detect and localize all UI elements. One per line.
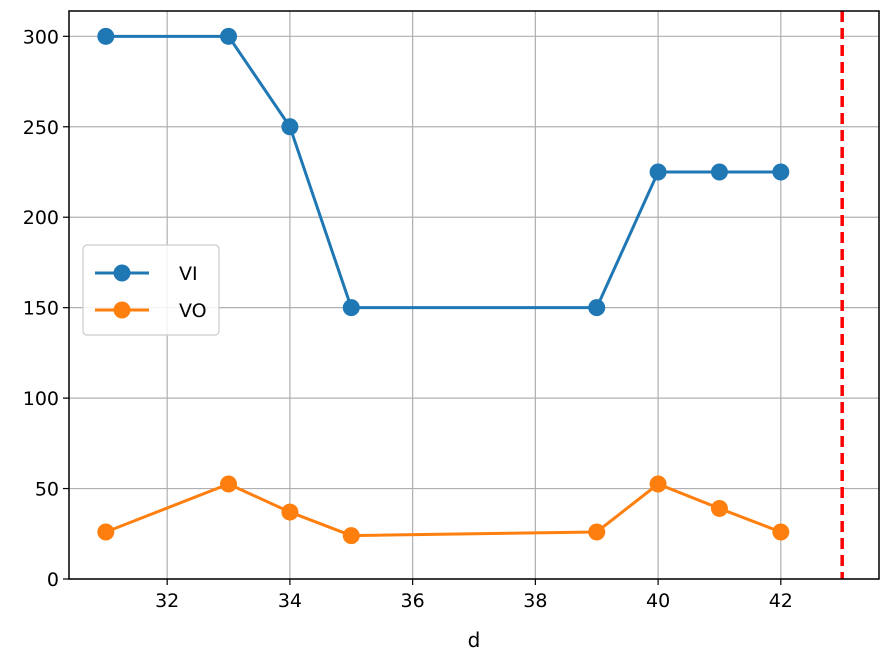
- legend-marker: [113, 264, 131, 282]
- data-point-vi: [772, 163, 790, 181]
- legend-label: VO: [179, 300, 207, 322]
- data-point-vo: [342, 527, 360, 545]
- grid-lines: [69, 11, 879, 580]
- data-point-vi: [710, 163, 728, 181]
- y-axis: 0 50 100 150 200 250 300: [23, 26, 69, 591]
- x-tick-label: 32: [155, 590, 179, 612]
- x-tick-label: 38: [523, 590, 547, 612]
- legend-label: VI: [179, 263, 198, 285]
- series-line-vi: [105, 34, 781, 310]
- x-tick-label: 34: [278, 590, 302, 612]
- data-point-vi: [649, 163, 667, 181]
- y-tick-label: 50: [35, 479, 59, 501]
- data-point-vi: [342, 299, 360, 317]
- data-point-vi: [588, 299, 606, 317]
- y-tick-label: 200: [23, 207, 59, 229]
- y-tick-label: 250: [23, 117, 59, 139]
- y-tick-label: 150: [23, 298, 59, 320]
- data-point-vo: [710, 499, 728, 517]
- x-axis-title: d: [468, 628, 481, 652]
- data-point-vi: [97, 27, 115, 45]
- data-point-vo: [772, 523, 790, 541]
- x-tick-label: 40: [646, 590, 670, 612]
- data-point-vo: [97, 523, 115, 541]
- data-point-vi: [281, 118, 299, 136]
- data-point-vi: [220, 27, 238, 45]
- series-line-vo: [105, 482, 782, 538]
- x-tick-label: 42: [769, 590, 793, 612]
- legend: VI VO: [82, 244, 220, 336]
- data-point-vo: [220, 475, 238, 493]
- plot-frame: [68, 10, 880, 580]
- y-tick-label: 300: [23, 26, 59, 48]
- legend-marker: [113, 301, 131, 319]
- data-point-vo: [649, 475, 667, 493]
- series-group: [97, 27, 790, 545]
- y-tick-label: 0: [47, 569, 59, 591]
- y-tick-label: 100: [23, 388, 59, 410]
- x-axis: 32 34 36 38 40 42: [155, 579, 793, 612]
- x-tick-label: 36: [401, 590, 425, 612]
- data-point-vo: [588, 523, 606, 541]
- data-point-vo: [281, 503, 299, 521]
